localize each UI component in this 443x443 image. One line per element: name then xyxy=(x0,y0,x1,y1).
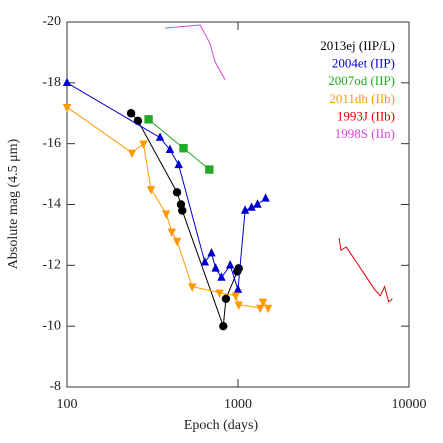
marker xyxy=(253,199,262,208)
marker xyxy=(217,272,226,281)
marker xyxy=(261,193,270,202)
y-tick-label: -20 xyxy=(42,14,61,29)
y-tick-label: -12 xyxy=(42,258,61,273)
y-tick-label: -10 xyxy=(42,318,61,333)
marker xyxy=(219,321,228,331)
marker xyxy=(62,77,72,87)
x-axis-title: Epoch (days) xyxy=(184,418,259,433)
marker xyxy=(188,283,197,292)
marker xyxy=(139,140,148,149)
x-tick-label: 1000 xyxy=(224,397,252,412)
marker xyxy=(62,103,72,113)
marker xyxy=(172,188,182,197)
marker xyxy=(146,186,156,195)
x-tick-label: 10000 xyxy=(392,397,427,412)
marker xyxy=(233,284,243,293)
legend-label: 1998S (IIn) xyxy=(335,126,395,141)
marker xyxy=(127,149,137,158)
marker xyxy=(258,298,268,308)
y-tick-label: -18 xyxy=(42,75,61,90)
marker xyxy=(126,109,136,118)
marker xyxy=(231,292,240,301)
marker xyxy=(144,115,153,124)
y-tick-label: -8 xyxy=(49,379,61,394)
marker xyxy=(172,237,182,247)
legend-label: 2011dh (IIb) xyxy=(329,91,395,106)
series-line xyxy=(66,106,269,309)
legend-label: 2004et (IIP) xyxy=(332,56,395,71)
marker xyxy=(179,144,188,153)
marker xyxy=(225,260,235,269)
marker xyxy=(165,144,175,153)
series-line xyxy=(66,82,266,290)
marker xyxy=(211,263,220,272)
y-axis-title: Absolute mag (4.5 μm) xyxy=(6,138,21,269)
marker xyxy=(234,264,243,273)
legend-label: 2007od (IIP) xyxy=(328,73,395,88)
marker xyxy=(155,132,165,141)
y-tick-label: -16 xyxy=(42,136,61,151)
marker xyxy=(221,294,231,303)
series-line xyxy=(338,237,393,303)
marker xyxy=(256,304,265,314)
marker xyxy=(247,202,256,211)
marker xyxy=(207,247,216,257)
y-tick-label: -14 xyxy=(42,197,61,212)
series-line xyxy=(164,24,226,81)
marker xyxy=(133,116,143,126)
marker xyxy=(200,257,210,266)
marker xyxy=(161,210,171,219)
marker xyxy=(263,304,273,314)
legend-label: 2013ej (IIP/L) xyxy=(320,38,395,53)
marker xyxy=(178,206,187,215)
marker xyxy=(215,289,224,298)
marker xyxy=(167,228,176,238)
x-tick-label: 100 xyxy=(57,397,78,412)
marker xyxy=(234,301,243,311)
legend-label: 1993J (IIb) xyxy=(337,108,395,123)
marker xyxy=(240,205,250,214)
marker xyxy=(205,165,214,174)
marker xyxy=(174,159,183,169)
